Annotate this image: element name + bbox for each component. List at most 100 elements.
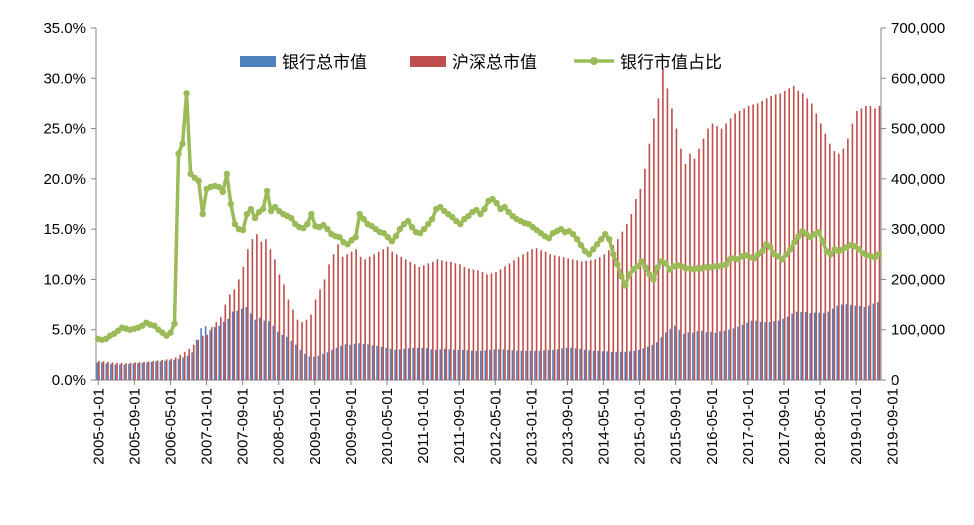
bar-market-cap — [463, 266, 466, 380]
legend: 银行总市值 沪深总市值 银行市值占比 — [240, 53, 722, 73]
ratio-point — [267, 207, 275, 215]
x-tick-label: 2015-09-01 — [668, 388, 685, 465]
x-tick-label: 2013-09-01 — [559, 388, 576, 465]
bar-market-cap — [734, 113, 736, 381]
bar-market-cap — [761, 100, 763, 380]
bar-bank-cap — [498, 349, 500, 380]
x-tick-label: 2014-05-01 — [596, 388, 613, 465]
ratio-point — [251, 214, 259, 222]
bar-market-cap — [671, 108, 673, 381]
bar-bank-cap — [105, 363, 108, 380]
bar-market-cap — [716, 126, 718, 380]
y-right-tick-label: 0 — [891, 372, 899, 389]
ratio-point — [449, 213, 456, 221]
bar-market-cap — [179, 354, 181, 380]
bar-bank-cap — [669, 328, 672, 380]
bar-market-cap — [486, 274, 488, 380]
bar-bank-cap — [258, 317, 261, 380]
x-tick-label: 2016-05-01 — [704, 388, 721, 465]
bar-market-cap — [598, 257, 601, 380]
bar-market-cap — [626, 224, 628, 380]
bar-bank-cap — [326, 352, 329, 380]
bar-bank-cap — [836, 305, 839, 380]
bar-market-cap — [508, 263, 511, 380]
legend-swatch-ratio-marker — [590, 57, 598, 65]
bar-bank-cap — [493, 349, 496, 380]
y-axis-right: 0 100,000 200,000 300,000 400,000 500,000 600,… — [881, 20, 945, 389]
bar-market-cap — [544, 251, 547, 380]
bar-bank-cap — [831, 308, 834, 380]
ratio-point — [606, 236, 613, 243]
bar-market-cap — [256, 234, 258, 380]
bar-bank-cap — [322, 353, 324, 380]
bar-bank-cap — [520, 350, 523, 380]
bar-market-cap — [824, 133, 827, 380]
bar-market-cap — [400, 256, 403, 380]
ratio-point — [428, 215, 436, 223]
bar-bank-cap — [782, 318, 784, 380]
bar-market-cap — [635, 198, 637, 380]
bar-bank-cap — [159, 361, 162, 380]
bar-market-cap — [535, 248, 538, 380]
bar-market-cap — [526, 251, 529, 380]
y-left-tick-label: 20.0% — [43, 171, 86, 188]
bar-bank-cap — [858, 306, 861, 380]
bar-market-cap — [445, 261, 448, 380]
ratio-point — [722, 261, 730, 268]
bar-bank-cap — [114, 364, 117, 380]
ratio-point — [618, 273, 625, 280]
ratio-point — [243, 210, 251, 218]
bar-bank-cap — [123, 364, 126, 380]
bar-market-cap — [666, 88, 669, 380]
bar-market-cap — [404, 259, 407, 380]
bar-bank-cap — [191, 352, 193, 380]
ratio-point — [396, 225, 404, 233]
ratio-point — [408, 223, 416, 231]
bar-bank-cap — [281, 334, 284, 380]
bar-bank-cap — [710, 331, 712, 380]
bar-market-cap — [765, 98, 768, 381]
bar-bank-cap — [800, 312, 802, 380]
bar-market-cap — [364, 259, 366, 380]
ratio-point — [457, 220, 464, 228]
bar-bank-cap — [628, 351, 631, 380]
bar-market-cap — [756, 103, 759, 381]
bar-bank-cap — [349, 344, 351, 380]
ratio-point — [231, 220, 239, 228]
ratio-point — [614, 261, 621, 268]
bar-bank-cap — [615, 351, 617, 380]
bar-bank-cap — [827, 311, 830, 380]
bar-bank-cap — [452, 349, 455, 380]
bar-market-cap — [269, 249, 272, 380]
bar-bank-cap — [128, 363, 130, 380]
bar-market-cap — [305, 319, 308, 380]
bar-market-cap — [874, 108, 876, 381]
ratio-point — [239, 226, 247, 234]
bar-market-cap — [332, 254, 335, 380]
bar-bank-cap — [475, 350, 478, 380]
bar-market-cap — [513, 260, 515, 380]
bar-bank-cap — [164, 360, 166, 380]
bar-bank-cap — [299, 349, 302, 380]
bar-bank-cap — [809, 313, 811, 380]
ratio-point — [416, 229, 424, 237]
bar-market-cap — [395, 254, 398, 380]
bar-market-cap — [409, 261, 412, 380]
bar-market-cap — [242, 266, 245, 380]
bar-bank-cap — [678, 329, 681, 380]
bar-market-cap — [792, 85, 795, 380]
bar-market-cap — [558, 256, 560, 380]
bar-bank-cap — [317, 355, 320, 380]
x-tick-label: 2017-01-01 — [740, 388, 757, 465]
bar-bank-cap — [696, 331, 699, 380]
bar-bank-cap — [683, 333, 685, 380]
y-right-tick-label: 200,000 — [891, 271, 945, 288]
bar-bank-cap — [249, 313, 252, 380]
bar-market-cap — [143, 361, 145, 380]
bar-bank-cap — [200, 328, 202, 380]
bar-bank-cap — [177, 358, 180, 380]
x-tick-label: 2007-09-01 — [235, 388, 252, 465]
ratio-point — [795, 232, 802, 240]
ratio-point — [344, 241, 351, 248]
